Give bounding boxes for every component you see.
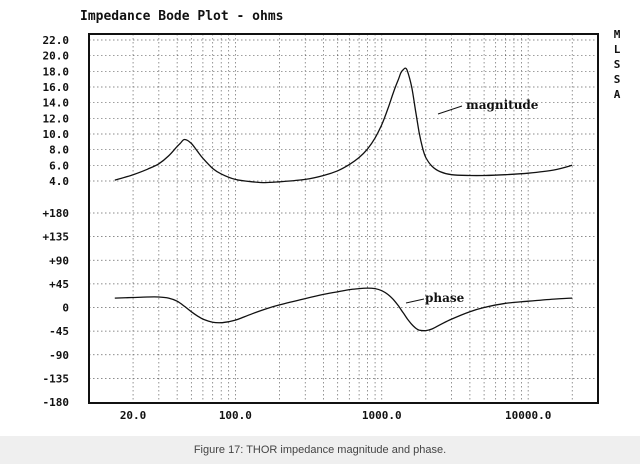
y-tick-label: -45 — [49, 325, 69, 338]
chart-title: Impedance Bode Plot - ohms — [80, 9, 284, 24]
side-label-letter: S — [614, 58, 621, 71]
y-tick-label: 4.0 — [49, 175, 69, 188]
phase-curve — [114, 287, 573, 332]
y-tick-label: -135 — [43, 372, 70, 385]
y-tick-label: 20.0 — [43, 50, 70, 63]
y-tick-label: 10.0 — [43, 128, 70, 141]
phase-label: phase — [425, 291, 465, 305]
figure-caption: Figure 17: THOR impedance magnitude and … — [193, 444, 447, 456]
side-label-letter: S — [614, 73, 621, 86]
y-tick-label: 22.0 — [43, 34, 70, 47]
caption-bar: Figure 17: THOR impedance magnitude and … — [0, 436, 640, 464]
x-tick-labels: 20.0 100.0 1000.0 10000.0 — [120, 409, 552, 422]
y-tick-label: 14.0 — [43, 97, 70, 110]
y-tick-label: -180 — [43, 396, 70, 409]
x-tick-label: 1000.0 — [362, 409, 402, 422]
x-tick-label: 20.0 — [120, 409, 147, 422]
y-tick-labels: 4.0 6.0 8.0 10.0 12.0 14.0 16.0 18.0 20.0 22.0 +18… — [43, 34, 70, 409]
y-tick-label: 12.0 — [43, 112, 70, 125]
x-tick-label: 100.0 — [219, 409, 252, 422]
y-tick-label: 8.0 — [49, 144, 69, 157]
side-label-letter: M — [614, 28, 621, 41]
y-tick-label: +135 — [43, 231, 70, 244]
side-label-letter: L — [614, 43, 621, 56]
magnitude-curve — [114, 67, 573, 184]
grid — [89, 34, 598, 403]
y-tick-label: +90 — [49, 254, 69, 267]
y-tick-label: 0 — [62, 302, 69, 315]
y-tick-label: 16.0 — [43, 81, 70, 94]
side-label-letter: A — [614, 88, 621, 101]
plot-background — [0, 0, 640, 436]
y-tick-label: 18.0 — [43, 65, 70, 78]
y-tick-label: 6.0 — [49, 159, 69, 172]
curves — [114, 67, 573, 332]
magnitude-label: magnitude — [466, 98, 539, 112]
plot-frame — [88, 33, 599, 404]
x-tick-label: 10000.0 — [505, 409, 551, 422]
phase-pointer — [405, 298, 425, 304]
bode-plot: 4.0 6.0 8.0 10.0 12.0 14.0 16.0 18.0 20.0 22.0 +18… — [0, 0, 640, 436]
magnitude-pointer — [437, 105, 463, 115]
y-tick-label: -90 — [49, 349, 69, 362]
y-tick-label: +45 — [49, 278, 69, 291]
y-tick-label: +180 — [43, 207, 70, 220]
